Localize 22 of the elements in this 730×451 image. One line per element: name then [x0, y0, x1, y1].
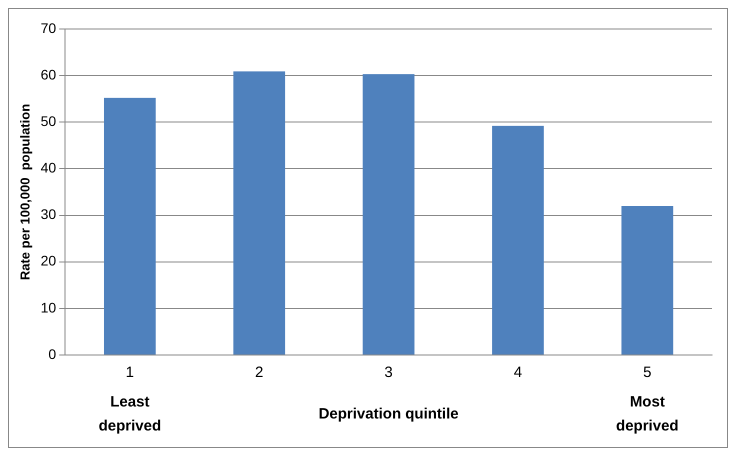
text: Least deprived [98, 394, 162, 435]
y-tick-label: 0 [48, 346, 56, 362]
x-tick-label: 2 [255, 364, 264, 382]
bar [621, 206, 674, 354]
y-tick-label: 30 [40, 206, 56, 222]
x-tick-label: 1 [126, 364, 134, 382]
y-tick-label: 10 [40, 299, 56, 316]
y-tick-label: 60 [40, 66, 56, 82]
y-tick-label: 20 [40, 252, 56, 269]
y-tick-label: 50 [40, 113, 56, 129]
bar [492, 126, 544, 354]
x-tick-label: 3 [384, 364, 393, 382]
bar [362, 74, 414, 354]
text: Most deprived [616, 394, 679, 435]
x-tick-label: 5 [643, 364, 652, 382]
bar [104, 98, 156, 354]
y-tick-label: 70 [40, 20, 56, 36]
y-axis-title: Rate per 100,000 population [17, 104, 32, 280]
y-tick-label: 40 [40, 160, 56, 176]
x-tick-label: 4 [514, 364, 522, 382]
bar [233, 71, 286, 354]
x-axis-title: Deprivation quintile [318, 406, 459, 423]
